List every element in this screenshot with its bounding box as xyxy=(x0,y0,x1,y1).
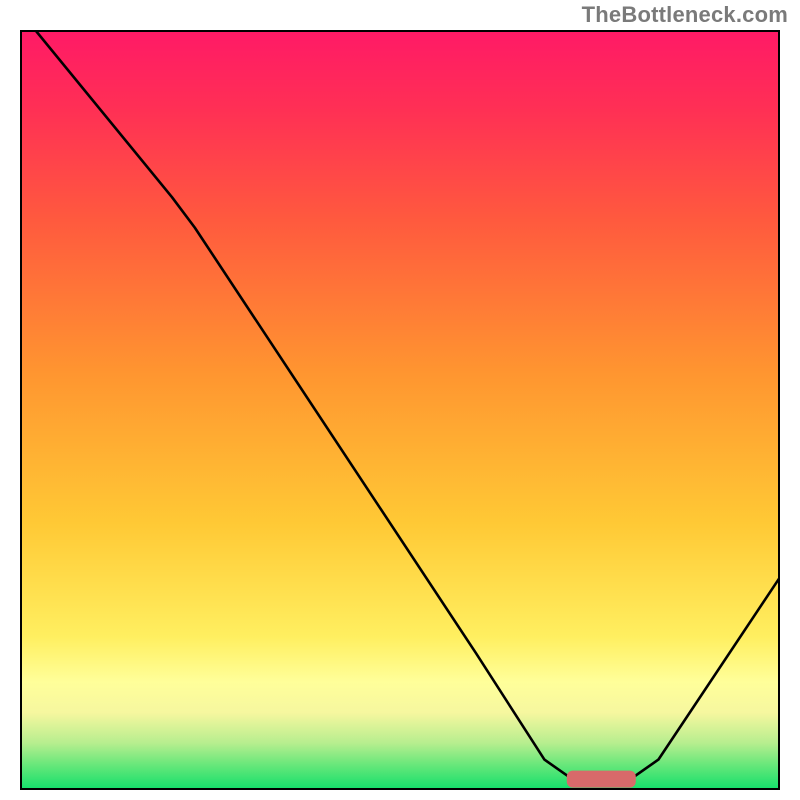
optimal-range-marker xyxy=(567,771,635,788)
plot-area xyxy=(20,30,780,790)
chart-frame: TheBottleneck.com xyxy=(0,0,800,800)
bottleneck-curve xyxy=(20,30,780,790)
watermark-text: TheBottleneck.com xyxy=(582,2,788,28)
curve-path xyxy=(35,30,780,781)
